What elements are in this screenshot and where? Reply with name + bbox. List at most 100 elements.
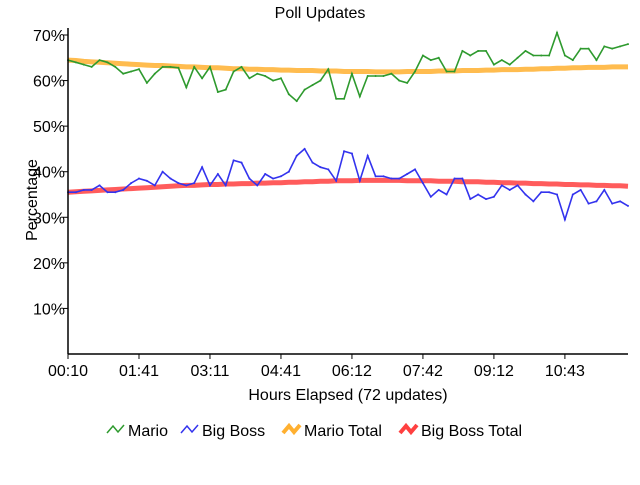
y-tick-label: 40% <box>33 165 65 182</box>
data-point <box>414 168 417 171</box>
data-point <box>114 65 117 68</box>
y-tick-label: 50% <box>33 119 65 136</box>
data-point <box>603 188 606 191</box>
data-point <box>287 170 290 173</box>
data-point <box>90 65 93 68</box>
data-point <box>177 66 180 69</box>
data-point <box>224 184 227 187</box>
data-point <box>477 49 480 52</box>
data-point <box>398 79 401 82</box>
data-point <box>595 200 598 203</box>
data-point <box>232 70 235 73</box>
legend-swatch-icon <box>398 422 419 436</box>
data-point <box>287 93 290 96</box>
data-point <box>406 81 409 84</box>
legend: Mario Big Boss Mario Total Big Boss Total <box>106 422 522 440</box>
data-point <box>382 175 385 178</box>
legend-label: Mario Total <box>304 423 382 440</box>
series-line-mario <box>67 30 629 103</box>
data-point <box>492 63 495 66</box>
data-point <box>145 81 148 84</box>
legend-label: Big Boss Total <box>421 423 522 440</box>
data-point <box>540 54 543 57</box>
data-point <box>264 172 267 175</box>
data-point <box>161 65 164 68</box>
data-point <box>556 193 559 196</box>
data-point <box>279 175 282 178</box>
data-point <box>390 72 393 75</box>
data-point <box>248 77 251 80</box>
data-point <box>145 179 148 182</box>
data-point <box>627 43 629 46</box>
legend-swatch-icon <box>281 422 302 436</box>
data-point <box>611 202 614 205</box>
data-point <box>453 177 456 180</box>
data-point <box>193 182 196 185</box>
data-point <box>272 177 275 180</box>
data-point <box>311 84 314 87</box>
data-point <box>532 200 535 203</box>
x-tick-label: 00:10 <box>48 363 88 380</box>
data-point <box>429 195 432 198</box>
data-point <box>461 49 464 52</box>
data-point <box>98 59 101 62</box>
data-point <box>335 97 338 100</box>
x-tick-label: 01:41 <box>119 363 159 380</box>
data-point <box>358 179 361 182</box>
data-point <box>603 45 606 48</box>
series-line-big-boss-total <box>67 177 629 195</box>
data-point <box>524 193 527 196</box>
data-point <box>208 184 211 187</box>
data-point <box>98 184 101 187</box>
data-point <box>319 166 322 169</box>
data-point <box>619 200 622 203</box>
data-point <box>106 191 109 194</box>
data-point <box>469 198 472 201</box>
data-point <box>343 150 346 153</box>
chart-title: Poll Updates <box>275 5 366 22</box>
data-point <box>595 59 598 62</box>
data-point <box>350 72 353 75</box>
data-point <box>319 79 322 82</box>
x-tick-label: 10:43 <box>545 363 585 380</box>
data-point <box>303 88 306 91</box>
data-point <box>264 75 267 78</box>
data-point <box>445 70 448 73</box>
data-point <box>579 188 582 191</box>
y-tick-label: 10% <box>33 301 65 318</box>
data-point <box>240 161 243 164</box>
series-line-big-boss <box>68 147 629 223</box>
data-point <box>201 77 204 80</box>
legend-label: Mario <box>128 423 168 440</box>
x-tick-label: 09:12 <box>474 363 514 380</box>
data-point <box>185 86 188 89</box>
data-point <box>548 191 551 194</box>
data-point <box>350 152 353 155</box>
data-point <box>429 59 432 62</box>
data-point <box>248 177 251 180</box>
data-point <box>216 172 219 175</box>
data-point <box>130 182 133 185</box>
data-point <box>437 56 440 59</box>
data-point <box>516 184 519 187</box>
data-point <box>82 63 85 66</box>
data-point <box>161 170 164 173</box>
data-point <box>421 182 424 185</box>
data-point <box>185 184 188 187</box>
data-point <box>137 68 140 71</box>
x-tick-label: 06:12 <box>332 363 372 380</box>
data-point <box>563 54 566 57</box>
data-point <box>279 77 282 80</box>
data-point <box>611 47 614 50</box>
data-point <box>240 65 243 68</box>
data-point <box>492 195 495 198</box>
data-point <box>398 177 401 180</box>
data-point <box>485 198 488 201</box>
data-point <box>461 177 464 180</box>
data-point <box>335 179 338 182</box>
data-point <box>366 75 369 78</box>
data-point <box>216 90 219 93</box>
data-point <box>295 154 298 157</box>
data-point <box>619 45 622 48</box>
x-tick-label: 07:42 <box>403 363 443 380</box>
